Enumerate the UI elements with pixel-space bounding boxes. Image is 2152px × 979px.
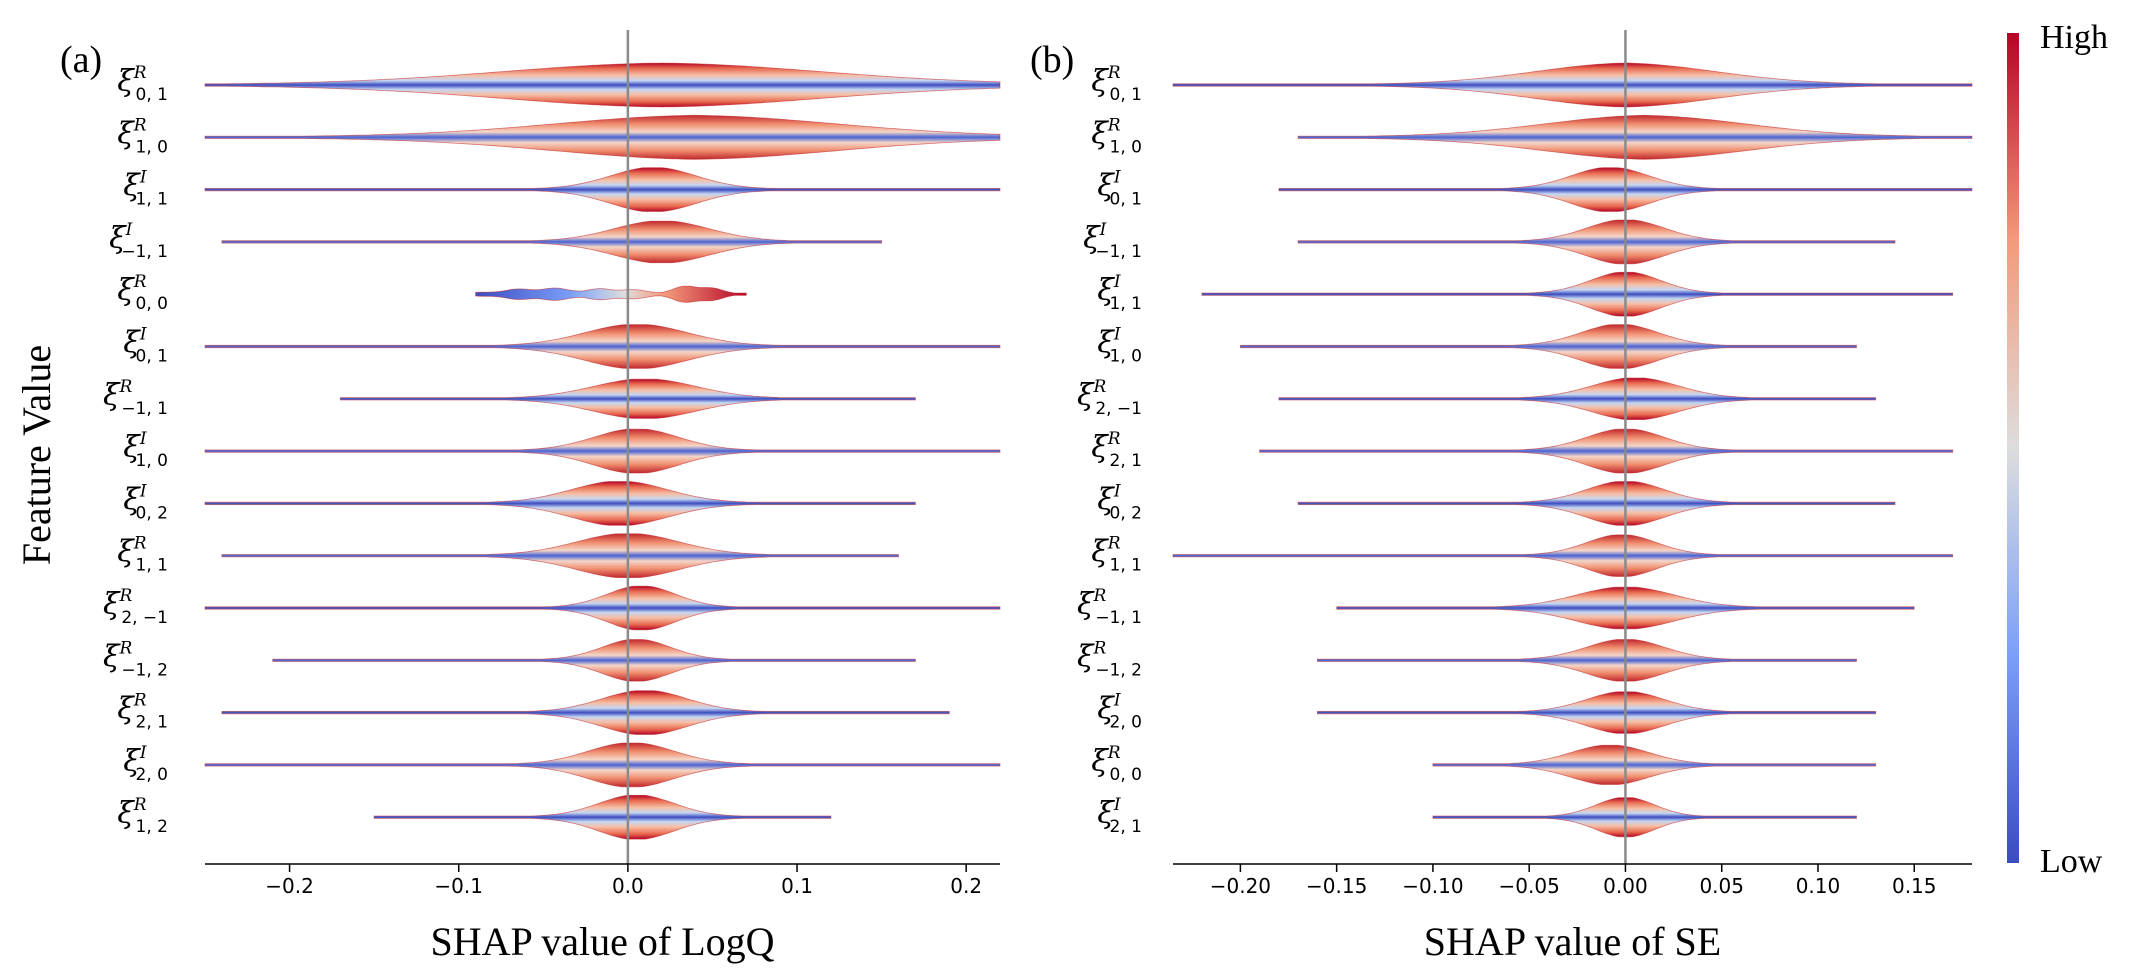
violin-a-5 bbox=[204, 324, 1001, 369]
violin-a-14 bbox=[373, 794, 832, 840]
violin-a-1 bbox=[204, 114, 1001, 160]
x-tick-label: −0.2 bbox=[265, 874, 314, 898]
violin-a-2 bbox=[204, 167, 1001, 212]
x-tick-label: 0.10 bbox=[1796, 874, 1841, 898]
violin-a-3 bbox=[221, 220, 882, 264]
x-tick-label: 0.1 bbox=[781, 874, 813, 898]
feature-label: ξR 2, 1 bbox=[117, 691, 168, 733]
feature-label: ξI 0, 1 bbox=[1097, 168, 1142, 210]
violin-b-8 bbox=[1297, 481, 1896, 526]
feature-label: ξR −1, 2 bbox=[1077, 638, 1142, 680]
violin-a-10 bbox=[204, 585, 1001, 631]
panel-b-x-title: SHAP value of SE bbox=[1424, 919, 1721, 964]
violin-b-7 bbox=[1259, 428, 1954, 474]
colorbar bbox=[2007, 33, 2019, 863]
x-tick-label: 0.00 bbox=[1603, 874, 1648, 898]
feature-label: ξR 2, −1 bbox=[1077, 377, 1142, 419]
violin-b-14 bbox=[1432, 797, 1857, 838]
x-tick-label: −0.1 bbox=[434, 874, 483, 898]
panel-a-x-ticks: −0.2 −0.1 0.0 0.1 0.2 bbox=[265, 864, 982, 898]
x-tick-label: 0.0 bbox=[612, 874, 644, 898]
feature-label: ξR 2, −1 bbox=[103, 586, 168, 628]
panel-b: ξR 0, 1 ξR 1, 0 ξI 0, 1 ξI −1, 1 ξI 1, 1 ξI 1, 0 ξR 2… bbox=[1077, 30, 1973, 964]
y-axis-title: Feature Value bbox=[14, 345, 59, 565]
feature-label: ξR −1, 1 bbox=[103, 377, 168, 419]
violin-b-5 bbox=[1240, 324, 1857, 369]
feature-label: ξR 0, 0 bbox=[1091, 743, 1142, 785]
violin-b-1 bbox=[1297, 114, 1973, 160]
feature-label: ξR 1, 1 bbox=[1091, 534, 1142, 576]
violin-b-13 bbox=[1432, 744, 1877, 785]
feature-label: ξI 1, 0 bbox=[123, 429, 168, 471]
x-tick-label: −0.20 bbox=[1210, 874, 1271, 898]
feature-label: ξI 2, 0 bbox=[123, 743, 168, 785]
violin-a-4 bbox=[475, 285, 747, 303]
feature-label: ξR 1, 0 bbox=[1091, 115, 1142, 157]
x-tick-label: −0.05 bbox=[1499, 874, 1560, 898]
violin-b-11 bbox=[1317, 639, 1857, 682]
violin-b-6 bbox=[1278, 377, 1877, 420]
violin-a-8 bbox=[204, 481, 916, 526]
violin-a-7 bbox=[204, 428, 1001, 474]
panel-b-violins bbox=[1172, 62, 1973, 838]
violin-a-12 bbox=[221, 690, 950, 735]
feature-label: ξR −1, 2 bbox=[103, 638, 168, 680]
violin-b-3 bbox=[1297, 219, 1896, 265]
violin-b-4 bbox=[1201, 271, 1954, 317]
x-tick-label: 0.15 bbox=[1892, 874, 1937, 898]
colorbar-low-label: Low bbox=[2040, 843, 2103, 880]
feature-label: ξR 1, 2 bbox=[117, 795, 168, 837]
feature-label: ξR 0, 1 bbox=[117, 63, 168, 105]
panel-a-feature-labels: ξR 0, 1 ξR 1, 0 ξI 1, 1 ξI −1, 1 ξR 0, 0 ξI 0, 1 ξR −… bbox=[103, 63, 168, 837]
x-tick-label: 0.05 bbox=[1699, 874, 1744, 898]
panel-a: ξR 0, 1 ξR 1, 0 ξI 1, 1 ξI −1, 1 ξR 0, 0 ξI 0, 1 ξR −… bbox=[103, 30, 1001, 964]
panel-a-violins bbox=[204, 62, 1001, 840]
feature-label: ξI −1, 1 bbox=[109, 220, 168, 262]
feature-label: ξI −1, 1 bbox=[1083, 220, 1142, 262]
panel-b-feature-labels: ξR 0, 1 ξR 1, 0 ξI 0, 1 ξI −1, 1 ξI 1, 1 ξI 1, 0 ξR 2… bbox=[1077, 63, 1142, 837]
feature-label: ξI 1, 1 bbox=[1097, 272, 1142, 314]
feature-label: ξR 2, 1 bbox=[1091, 429, 1142, 471]
panel-b-label: (b) bbox=[1030, 39, 1074, 81]
feature-label: ξR 0, 1 bbox=[1091, 63, 1142, 105]
panel-a-x-title: SHAP value of LogQ bbox=[430, 919, 774, 964]
feature-label: ξI 1, 1 bbox=[123, 168, 168, 210]
feature-label: ξR 1, 0 bbox=[117, 115, 168, 157]
violin-b-9 bbox=[1172, 534, 1954, 577]
feature-label: ξI 0, 1 bbox=[123, 325, 168, 367]
colorbar-high-label: High bbox=[2040, 19, 2108, 56]
feature-label: ξI 2, 1 bbox=[1097, 795, 1142, 837]
violin-b-12 bbox=[1317, 691, 1877, 734]
violin-a-0 bbox=[204, 62, 1001, 108]
feature-label: ξI 0, 2 bbox=[1097, 481, 1142, 523]
feature-label: ξI 0, 2 bbox=[123, 481, 168, 523]
feature-label: ξR −1, 1 bbox=[1077, 586, 1142, 628]
violin-b-0 bbox=[1172, 62, 1973, 108]
violin-a-11 bbox=[272, 639, 916, 682]
x-tick-label: −0.10 bbox=[1402, 874, 1463, 898]
violin-a-13 bbox=[204, 742, 1001, 788]
x-tick-label: −0.15 bbox=[1306, 874, 1367, 898]
panel-b-x-ticks: −0.20 −0.15 −0.10 −0.05 0.00 0.05 0.10 0.15 bbox=[1210, 864, 1937, 898]
x-tick-label: 0.2 bbox=[950, 874, 982, 898]
feature-label: ξI 2, 0 bbox=[1097, 691, 1142, 733]
feature-label: ξI 1, 0 bbox=[1097, 325, 1142, 367]
violin-a-9 bbox=[221, 533, 899, 578]
panel-a-label: (a) bbox=[60, 39, 102, 81]
feature-label: ξR 1, 1 bbox=[117, 534, 168, 576]
feature-label: ξR 0, 0 bbox=[117, 272, 168, 314]
